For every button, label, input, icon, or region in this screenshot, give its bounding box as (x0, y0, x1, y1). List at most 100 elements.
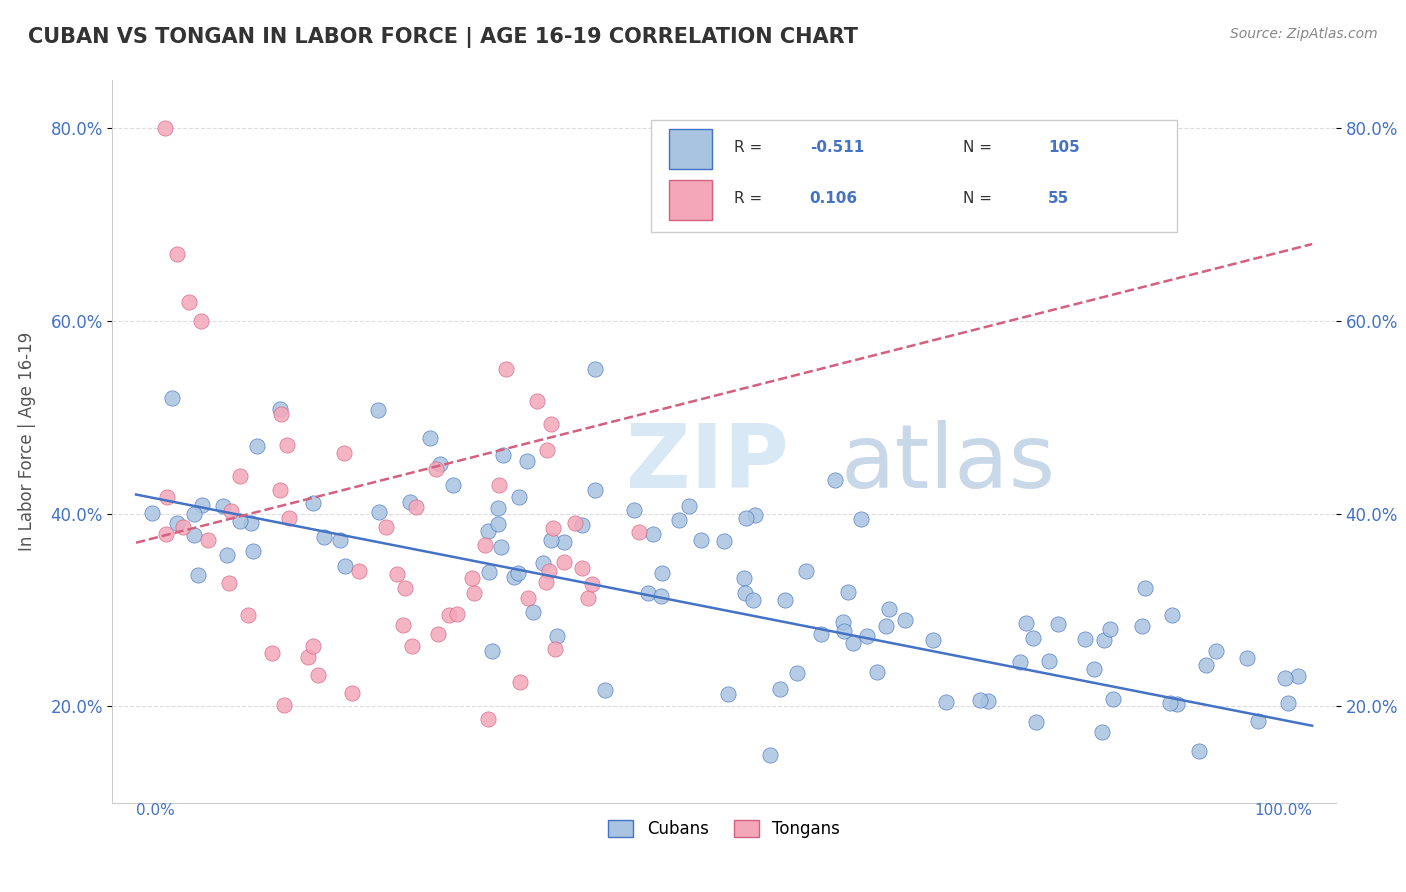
Point (172, 520, 194, 534)
Point (307, 668, 329, 682)
Point (197, 533, 219, 547)
Text: 55: 55 (1049, 191, 1070, 205)
Point (1286, 669, 1309, 683)
Point (678, 499, 700, 513)
Point (1025, 715, 1047, 730)
Point (156, 490, 179, 504)
Point (229, 514, 252, 528)
Point (921, 632, 943, 647)
Point (531, 557, 554, 571)
Point (269, 402, 291, 417)
Point (332, 446, 354, 460)
Point (540, 533, 562, 547)
Point (419, 431, 441, 445)
Point (218, 575, 240, 590)
Point (824, 473, 846, 487)
Point (583, 483, 606, 497)
Point (571, 518, 593, 533)
Point (183, 528, 205, 542)
Point (489, 541, 512, 555)
Point (1274, 671, 1296, 685)
Y-axis label: In Labor Force | Age 16-19: In Labor Force | Age 16-19 (18, 332, 37, 551)
Point (1083, 662, 1105, 676)
Point (516, 591, 538, 605)
Point (717, 687, 740, 701)
Point (794, 564, 817, 578)
Text: 100.0%: 100.0% (1254, 803, 1312, 818)
Point (474, 539, 496, 553)
Text: ZIP: ZIP (626, 420, 789, 507)
Text: N =: N = (963, 140, 997, 155)
Point (277, 511, 299, 525)
Point (1047, 616, 1070, 631)
Point (463, 586, 485, 600)
Text: CUBAN VS TONGAN IN LABOR FORCE | AGE 16-19 CORRELATION CHART: CUBAN VS TONGAN IN LABOR FORCE | AGE 16-… (28, 27, 858, 48)
Point (650, 589, 672, 603)
Point (155, 526, 177, 541)
Point (329, 533, 352, 547)
Point (581, 577, 603, 591)
Point (744, 508, 766, 523)
Point (1135, 581, 1157, 595)
Point (1277, 696, 1299, 710)
Text: -0.511: -0.511 (810, 140, 863, 155)
Point (394, 581, 416, 595)
Point (427, 626, 450, 640)
Point (349, 564, 371, 578)
Point (481, 644, 503, 658)
Point (977, 694, 1000, 708)
Point (1166, 698, 1188, 712)
Point (486, 516, 509, 531)
Point (297, 649, 319, 664)
Point (1022, 631, 1045, 645)
Point (546, 629, 568, 643)
Point (543, 641, 565, 656)
Point (425, 462, 447, 476)
Point (270, 408, 292, 422)
Point (628, 524, 651, 539)
Point (837, 585, 859, 599)
Point (155, 121, 177, 136)
Point (190, 314, 212, 328)
Point (276, 438, 298, 452)
Point (375, 520, 398, 534)
Point (401, 639, 423, 653)
Point (1161, 607, 1184, 622)
Point (1130, 619, 1153, 633)
Point (367, 403, 389, 417)
Point (391, 618, 413, 632)
Point (183, 507, 205, 521)
Point (1188, 744, 1211, 758)
Text: Source: ZipAtlas.com: Source: ZipAtlas.com (1230, 27, 1378, 41)
Point (564, 516, 586, 531)
FancyBboxPatch shape (669, 180, 711, 219)
Point (759, 747, 782, 762)
Point (141, 506, 163, 520)
Point (429, 458, 451, 472)
Point (488, 478, 510, 492)
Point (768, 681, 790, 696)
Point (191, 498, 214, 512)
Point (368, 505, 391, 519)
Point (1015, 615, 1038, 630)
Point (312, 531, 335, 545)
Text: R =: R = (734, 140, 768, 155)
Point (477, 712, 499, 726)
FancyBboxPatch shape (669, 129, 711, 169)
Point (1247, 714, 1270, 729)
Point (894, 613, 917, 627)
Point (526, 394, 548, 409)
Point (637, 586, 659, 600)
Point (734, 511, 756, 525)
Point (221, 504, 243, 518)
Point (229, 468, 252, 483)
Point (166, 246, 188, 260)
Point (446, 607, 468, 621)
Point (1038, 655, 1060, 669)
Point (849, 512, 872, 526)
Point (245, 440, 267, 454)
Point (160, 391, 183, 405)
Point (1092, 633, 1115, 648)
Point (508, 490, 530, 504)
Point (509, 675, 531, 690)
